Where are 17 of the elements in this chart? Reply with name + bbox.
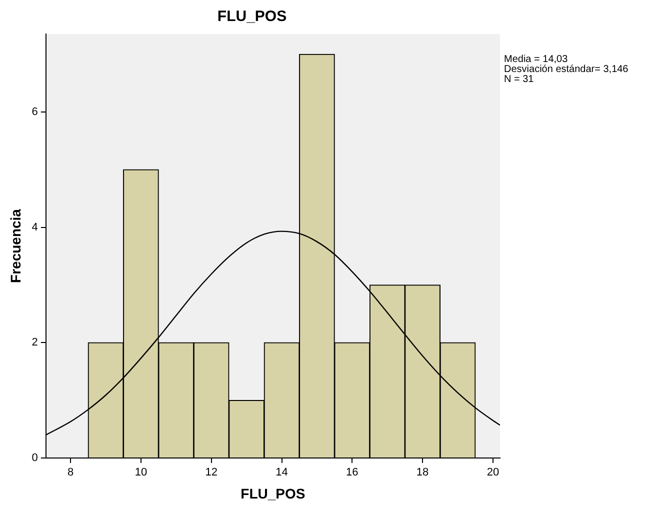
x-tick-label: 8 (67, 466, 74, 479)
text: N = 31 (504, 74, 534, 85)
x-tick-label: 18 (416, 466, 429, 479)
chart-title: FLU_POS (217, 8, 287, 26)
x-tick-label: 10 (134, 466, 148, 479)
y-tick-label: 6 (32, 106, 38, 118)
x-tick-label: 20 (486, 466, 500, 479)
x-tick-label: 12 (205, 466, 218, 479)
text: Desviación estándar= 3,146 (504, 64, 629, 75)
text: Media = 14,03 (504, 54, 568, 65)
y-tick-label: 2 (32, 336, 38, 349)
y-tick-label: 0 (32, 452, 38, 464)
y-tick-label: 4 (32, 221, 38, 234)
x-tick-label: 16 (346, 466, 358, 479)
x-axis-title: FLU_POS (240, 485, 306, 502)
x-tick-label: 14 (276, 466, 288, 479)
y-axis-title: Frecuencia (7, 208, 24, 283)
